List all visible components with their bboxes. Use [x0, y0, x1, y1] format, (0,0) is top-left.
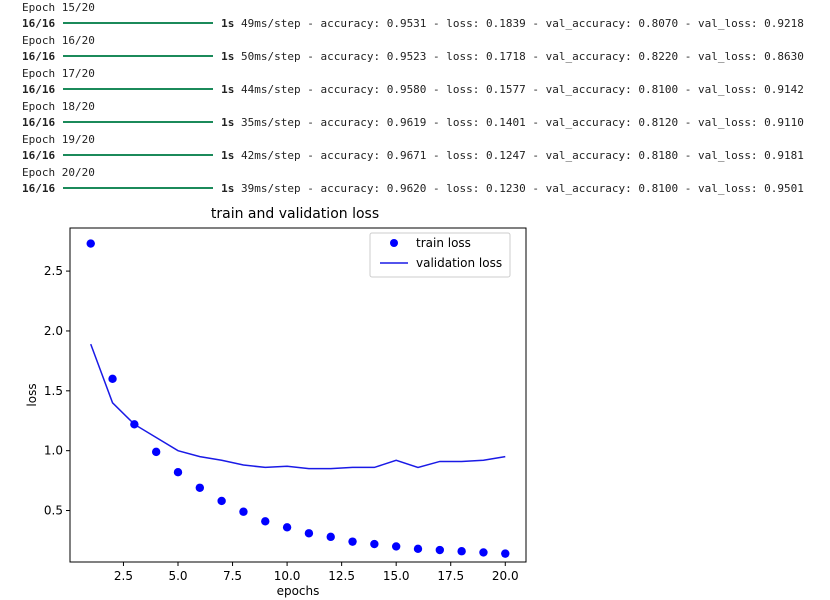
- train-loss-point: [108, 374, 117, 384]
- validation-loss-line: [90, 343, 506, 470]
- epoch-label: Epoch 16/20: [22, 34, 95, 47]
- epoch-label: Epoch 15/20: [22, 1, 95, 14]
- y-tick-label: 1.5: [44, 384, 63, 398]
- y-tick-label: 2.0: [44, 324, 63, 338]
- step-count: 16/16: [22, 116, 56, 129]
- progress-bar: [63, 187, 214, 189]
- train-loss-point: [457, 547, 466, 556]
- progress-line: 16/16 1s 39ms/step - accuracy: 0.9620 - l…: [22, 181, 804, 197]
- progress-line: 16/16 1s 44ms/step - accuracy: 0.9580 - l…: [22, 82, 804, 98]
- train-loss-point: [326, 532, 335, 542]
- epoch-label: Epoch 20/20: [22, 166, 95, 179]
- elapsed-time: 1s: [221, 83, 235, 96]
- progress-bar: [63, 121, 214, 123]
- elapsed-time: 1s: [221, 50, 235, 63]
- train-loss-point: [173, 468, 183, 477]
- train-loss-point: [370, 539, 379, 549]
- progress-bar: [63, 88, 214, 90]
- step-count: 16/16: [22, 17, 56, 30]
- axis-ticks: 2.5 5.0 7.5 10.0 12.5 15.0 17.5 20.0 0.5 1.0 1.5 2.…: [44, 264, 519, 583]
- elapsed-time: 1s: [221, 149, 235, 162]
- legend-train-label: train loss: [416, 236, 471, 250]
- train-loss-point: [130, 420, 139, 429]
- step-count: 16/16: [22, 83, 56, 96]
- elapsed-time: 1s: [221, 116, 235, 129]
- chart-title: train and validation loss: [211, 206, 379, 222]
- progress-bar: [63, 22, 214, 24]
- y-axis-label: loss: [25, 383, 39, 406]
- progress-line: 16/16 1s 42ms/step - accuracy: 0.9671 - l…: [22, 148, 804, 164]
- x-tick-label: 7.5: [223, 569, 242, 583]
- x-axis-label: epochs: [277, 584, 320, 598]
- train-loss-point: [282, 523, 292, 532]
- train-loss-point: [195, 483, 205, 492]
- loss-chart: train and validation loss 2.5 5.0 7.5 10.0 1…: [25, 206, 527, 598]
- x-tick-label: 17.5: [437, 569, 464, 583]
- y-tick-label: 0.5: [44, 504, 63, 518]
- x-tick-label: 2.5: [114, 569, 133, 583]
- train-loss-point: [239, 507, 248, 516]
- y-tick-label: 2.5: [44, 264, 63, 278]
- train-loss-point: [501, 549, 510, 558]
- axes-frame: [69, 227, 527, 563]
- metrics-text: 50ms/step - accuracy: 0.9523 - loss: 0.1…: [241, 50, 804, 63]
- metrics-text: 44ms/step - accuracy: 0.9580 - loss: 0.1…: [241, 83, 804, 96]
- elapsed-time: 1s: [221, 17, 235, 30]
- epoch-label: Epoch 17/20: [22, 67, 95, 80]
- metrics-text: 39ms/step - accuracy: 0.9620 - loss: 0.1…: [241, 182, 804, 195]
- progress-line: 16/16 1s 50ms/step - accuracy: 0.9523 - l…: [22, 49, 804, 65]
- plot-marks: [86, 239, 510, 558]
- step-count: 16/16: [22, 182, 56, 195]
- y-tick-label: 1.0: [44, 444, 63, 458]
- train-loss-point: [151, 447, 161, 457]
- legend-train-marker: [390, 239, 398, 247]
- metrics-text: 35ms/step - accuracy: 0.9619 - loss: 0.1…: [241, 116, 804, 129]
- x-tick-label: 5.0: [168, 569, 187, 583]
- train-loss-point: [348, 537, 357, 546]
- metrics-text: 49ms/step - accuracy: 0.9531 - loss: 0.1…: [241, 17, 804, 30]
- train-loss-point: [435, 545, 445, 555]
- legend-box: [369, 232, 511, 278]
- step-count: 16/16: [22, 50, 56, 63]
- x-tick-label: 15.0: [383, 569, 410, 583]
- progress-line: 16/16 1s 49ms/step - accuracy: 0.9531 - l…: [22, 16, 804, 32]
- legend-validation-label: validation loss: [416, 256, 502, 270]
- train-loss-point: [86, 239, 95, 248]
- train-loss-point: [479, 548, 488, 557]
- train-loss-point: [261, 517, 270, 526]
- elapsed-time: 1s: [221, 182, 235, 195]
- x-tick-label: 10.0: [274, 569, 301, 583]
- metrics-text: 42ms/step - accuracy: 0.9671 - loss: 0.1…: [241, 149, 804, 162]
- train-loss-point: [391, 542, 401, 551]
- chart-legend: train loss validation loss: [369, 232, 511, 278]
- epoch-label: Epoch 19/20: [22, 133, 95, 146]
- x-tick-label: 20.0: [492, 569, 519, 583]
- train-loss-point: [413, 544, 423, 554]
- train-loss-point: [304, 529, 314, 538]
- progress-bar: [63, 55, 214, 57]
- step-count: 16/16: [22, 149, 56, 162]
- progress-bar: [63, 154, 214, 156]
- epoch-label: Epoch 18/20: [22, 100, 95, 113]
- progress-line: 16/16 1s 35ms/step - accuracy: 0.9619 - l…: [22, 115, 804, 131]
- train-loss-point: [217, 496, 226, 506]
- x-tick-label: 12.5: [328, 569, 355, 583]
